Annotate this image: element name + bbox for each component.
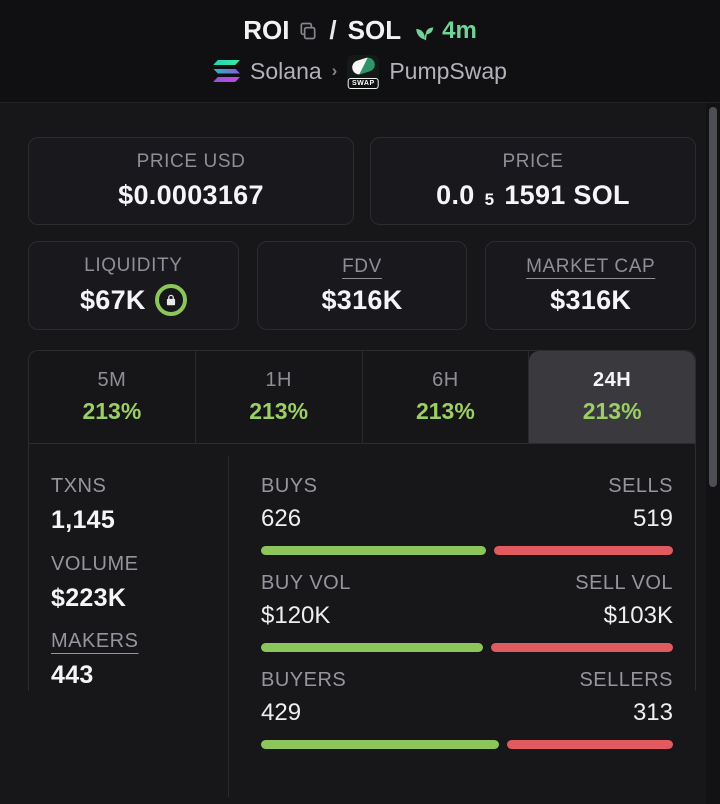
breadcrumb-dex[interactable]: PumpSwap xyxy=(389,57,507,84)
buyers-label: BUYERS xyxy=(261,669,347,691)
buyers-value: 429 xyxy=(261,699,302,726)
metrics-row: LIQUIDITY $67K FDV $316K MARKET CAP $316… xyxy=(28,241,697,330)
timeframe-tabs: 5M 213% 1H 213% 6H 213% 24H 213% xyxy=(29,351,695,444)
copy-address-icon[interactable] xyxy=(298,21,318,41)
tab-24h-change: 213% xyxy=(582,398,642,424)
price-native-box[interactable]: PRICE 0.0 5 1591 SOL xyxy=(370,137,696,225)
price-native-value: 0.0 5 1591 SOL xyxy=(436,180,630,211)
tab-24h[interactable]: 24H 213% xyxy=(529,351,695,443)
buys-bar-segment xyxy=(261,546,487,555)
market-cap-label[interactable]: MARKET CAP xyxy=(526,255,656,277)
price-usd-value: $0.0003167 xyxy=(118,180,264,210)
pair-age: 4m xyxy=(414,17,477,45)
stats-divider xyxy=(228,456,229,797)
sell-vol-value: $103K xyxy=(603,602,673,629)
buys-sells-bar xyxy=(261,546,673,555)
sprout-icon xyxy=(414,19,437,42)
fdv-box[interactable]: FDV $316K xyxy=(256,241,468,330)
tab-6h-label: 6H xyxy=(432,369,459,391)
breadcrumb: Solana › SWAP PumpSwap xyxy=(213,55,507,89)
price-usd-box[interactable]: PRICE USD $0.0003167 xyxy=(28,137,354,225)
fdv-value: $316K xyxy=(321,284,403,315)
price-usd-label: PRICE USD xyxy=(136,151,246,172)
makers-value: 443 xyxy=(51,661,94,690)
swap-badge: SWAP xyxy=(348,78,379,89)
tab-5m[interactable]: 5M 213% xyxy=(29,351,196,443)
tab-1h[interactable]: 1H 213% xyxy=(196,351,363,443)
price-row: PRICE USD $0.0003167 PRICE 0.0 5 1591 SOL xyxy=(28,137,696,225)
liquidity-lock-icon[interactable] xyxy=(154,284,187,316)
liquidity-box[interactable]: LIQUIDITY $67K xyxy=(28,241,239,330)
tab-1h-change: 213% xyxy=(249,398,309,424)
txns-value: 1,145 xyxy=(51,506,116,534)
chevron-right-icon: › xyxy=(331,61,338,80)
price-native-rest: 1591 SOL xyxy=(504,180,630,210)
buys-value: 626 xyxy=(261,505,302,532)
makers-cell: MAKERS 443 xyxy=(51,613,228,691)
volume-label: VOLUME xyxy=(51,552,139,575)
sellers-value: 313 xyxy=(632,699,673,726)
scrollbar-thumb[interactable] xyxy=(709,107,717,487)
solana-logo-icon xyxy=(213,60,241,82)
scrollbar-track[interactable] xyxy=(706,103,720,804)
makers-label[interactable]: MAKERS xyxy=(51,630,139,653)
price-native-prefix: 0.0 xyxy=(436,180,475,210)
txns-cell: TXNS 1,145 xyxy=(51,458,228,536)
liquidity-amount: $67K xyxy=(79,284,146,315)
sells-value: 519 xyxy=(632,505,673,532)
tab-6h[interactable]: 6H 213% xyxy=(363,351,530,443)
buyers-sellers-bar xyxy=(261,740,673,749)
tab-24h-label: 24H xyxy=(593,369,632,391)
totals-column: TXNS 1,145 VOLUME $223K MAKERS 443 xyxy=(51,458,228,691)
buy-sell-column: BUYS SELLS 626 519 xyxy=(228,458,673,749)
stats-grid: TXNS 1,145 VOLUME $223K MAKERS 443 xyxy=(29,444,695,797)
buy-vol-value: $120K xyxy=(261,602,331,629)
buy-vol-sell-vol-bar xyxy=(261,643,673,652)
market-cap-box[interactable]: MARKET CAP $316K xyxy=(485,241,697,330)
buy-vol-sell-vol-cell: BUY VOL SELL VOL $120K $103K xyxy=(261,555,673,652)
sells-label: SELLS xyxy=(608,475,673,497)
sells-bar-segment xyxy=(494,546,673,555)
base-token-symbol: ROI xyxy=(243,15,290,45)
sellers-label: SELLERS xyxy=(579,669,673,691)
buys-label: BUYS xyxy=(261,475,318,497)
pair-separator: / xyxy=(329,15,337,45)
sellers-bar-segment xyxy=(507,740,673,749)
tab-5m-change: 213% xyxy=(82,398,142,424)
buy-vol-bar-segment xyxy=(261,643,483,652)
tab-6h-change: 213% xyxy=(415,398,475,424)
buy-vol-label: BUY VOL xyxy=(261,572,351,594)
fdv-label[interactable]: FDV xyxy=(342,255,382,277)
tab-5m-label: 5M xyxy=(97,369,127,391)
pair-age-value: 4m xyxy=(442,16,477,44)
volume-value: $223K xyxy=(51,583,127,612)
stats-panel: 5M 213% 1H 213% 6H 213% 24H 213% xyxy=(28,350,696,797)
breadcrumb-chain[interactable]: Solana xyxy=(250,57,322,84)
pumpswap-logo-icon: SWAP xyxy=(347,55,380,89)
buyers-bar-segment xyxy=(261,740,500,749)
quote-token-symbol: SOL xyxy=(347,15,402,45)
liquidity-label: LIQUIDITY xyxy=(84,255,183,276)
price-native-label: PRICE xyxy=(502,151,564,172)
tab-1h-label: 1H xyxy=(265,369,292,391)
volume-cell: VOLUME $223K xyxy=(51,536,228,614)
price-native-subscript: 5 xyxy=(484,189,495,209)
sell-vol-bar-segment xyxy=(490,643,673,652)
market-cap-value: $316K xyxy=(550,284,632,315)
liquidity-value: $67K xyxy=(80,284,187,316)
pair-header: ROI / SOL 4m Solana › xyxy=(0,0,720,103)
buys-sells-cell: BUYS SELLS 626 519 xyxy=(261,458,673,555)
txns-label: TXNS xyxy=(51,475,107,497)
pair-title: ROI / SOL 4m xyxy=(243,15,477,46)
buyers-sellers-cell: BUYERS SELLERS 429 313 xyxy=(261,652,673,749)
sell-vol-label: SELL VOL xyxy=(575,572,673,594)
